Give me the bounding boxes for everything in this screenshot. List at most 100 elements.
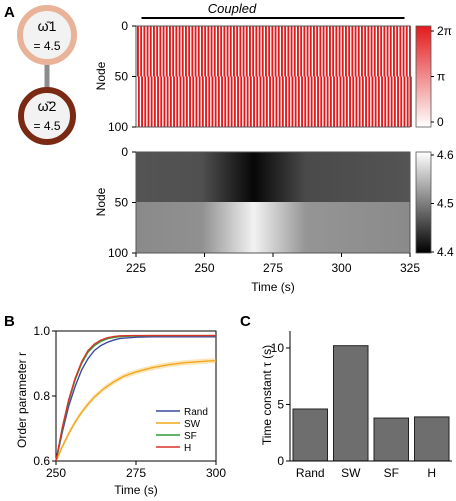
phase-stripe [285, 76, 287, 127]
phase-colorbar-tick-label: π [437, 70, 445, 84]
phase-stripe [262, 76, 265, 127]
phase-stripe [229, 26, 232, 77]
phase-stripe [370, 26, 373, 77]
phase-stripe [373, 26, 376, 77]
phase-stripe [365, 76, 367, 127]
phase-stripe [166, 76, 169, 127]
phase-stripe [400, 76, 403, 127]
phase-stripe [211, 76, 214, 127]
phase-stripe [333, 76, 335, 127]
phase-yticks: 0 50 100 [108, 19, 136, 134]
phase-stripe [288, 76, 291, 127]
phase-stripe [269, 76, 271, 127]
phase-stripe [265, 26, 267, 77]
order-parameter-ylabel: Order parameter r [15, 352, 29, 448]
order-y-tick-label: 1.0 [33, 324, 50, 338]
phase-stripe [249, 26, 251, 77]
phase-stripe [317, 76, 319, 127]
phase-stripe [390, 76, 393, 127]
series-rand-line [55, 336, 216, 462]
phase-stripe [297, 76, 300, 127]
phase-stripe [335, 26, 338, 77]
phase-stripe [192, 76, 195, 127]
bar-sw [333, 345, 369, 462]
phase-stripe [291, 76, 294, 127]
phase-stripe [336, 76, 339, 127]
phase-colorbar-ticks: 2π π 0 [431, 24, 452, 129]
phase-stripe [368, 76, 371, 127]
phase-stripe [210, 26, 213, 77]
phase-stripe [380, 26, 383, 77]
phase-stripe [153, 76, 156, 127]
phase-stripe [221, 76, 223, 127]
phase-stripe [342, 76, 345, 127]
time-constant-chart: Rand SW SF H 0 5 10 [271, 331, 452, 480]
phase-stripe [304, 76, 307, 127]
panel-label-a: A [4, 4, 15, 21]
phase-stripe [399, 26, 402, 77]
network-diagram: ω̄1 = 4.5 ω̄2 = 4.5 [17, 5, 77, 145]
phase-stripe [345, 26, 347, 77]
phase-stripe [172, 26, 175, 77]
order-x-tick-label: 250 [46, 466, 66, 480]
panel-label-b: B [4, 313, 15, 330]
frequency-colorbar-tick-label: 4.4 [437, 245, 454, 259]
phase-stripe [290, 26, 293, 77]
phase-stripe [274, 26, 277, 77]
phase-stripe [310, 76, 313, 127]
phase-stripe [345, 76, 348, 127]
phase-stripe [194, 26, 197, 77]
phase-stripe [217, 26, 219, 77]
phase-stripe [364, 26, 367, 77]
phase-stripe [169, 76, 172, 127]
phase-stripe [381, 76, 383, 127]
phase-stripe [384, 76, 387, 127]
phase-stripe [213, 26, 216, 77]
phase-stripe [176, 76, 179, 127]
frequency-colorbar [415, 151, 432, 254]
phase-stripe [313, 26, 315, 77]
phase-stripe [352, 76, 355, 127]
phase-stripe [258, 26, 261, 77]
phase-stripe [185, 26, 187, 77]
node-2-label: ω̄2 [38, 98, 57, 114]
phase-stripe [205, 76, 207, 127]
frequency-heatmap-group-1 [136, 152, 410, 202]
bar-sf [373, 417, 409, 462]
phase-stripe [220, 26, 223, 77]
phase-stripe [320, 76, 323, 127]
frequency-colorbar-tick-label: 4.6 [437, 148, 454, 162]
phase-stripe [348, 26, 351, 77]
phase-stripe [242, 26, 245, 77]
phase-stripe [224, 76, 227, 127]
phase-stripe [393, 26, 395, 77]
phase-stripe [397, 76, 399, 127]
phase-ylabel: Node [94, 61, 108, 90]
phase-stripe [271, 26, 274, 77]
order-y-tick-label: 0.8 [33, 389, 50, 403]
bar-x-tick-label: Rand [296, 466, 325, 480]
frequency-x-tick-label: 225 [126, 261, 146, 275]
phase-stripe [396, 26, 399, 77]
phase-stripe [386, 26, 389, 77]
phase-stripe [217, 76, 220, 127]
phase-stripe [261, 26, 264, 77]
frequency-y-tick-label: 0 [121, 145, 128, 159]
frequency-colorbar-ticks: 4.6 4.5 4.4 [431, 148, 454, 259]
phase-stripe [287, 26, 290, 77]
phase-stripe [294, 76, 297, 127]
phase-stripe [230, 76, 233, 127]
phase-stripe [237, 76, 239, 127]
phase-stripe [137, 26, 139, 77]
phase-stripe [377, 26, 379, 77]
phase-stripe [303, 26, 306, 77]
phase-stripe [179, 76, 182, 127]
phase-stripe [387, 76, 390, 127]
phase-stripe [277, 26, 280, 77]
phase-stripe [374, 76, 377, 127]
frequency-colorbar-tick-label: 4.5 [437, 197, 454, 211]
series-sw-line [55, 359, 217, 462]
phase-stripe [265, 76, 268, 127]
phase-stripe [326, 76, 329, 127]
